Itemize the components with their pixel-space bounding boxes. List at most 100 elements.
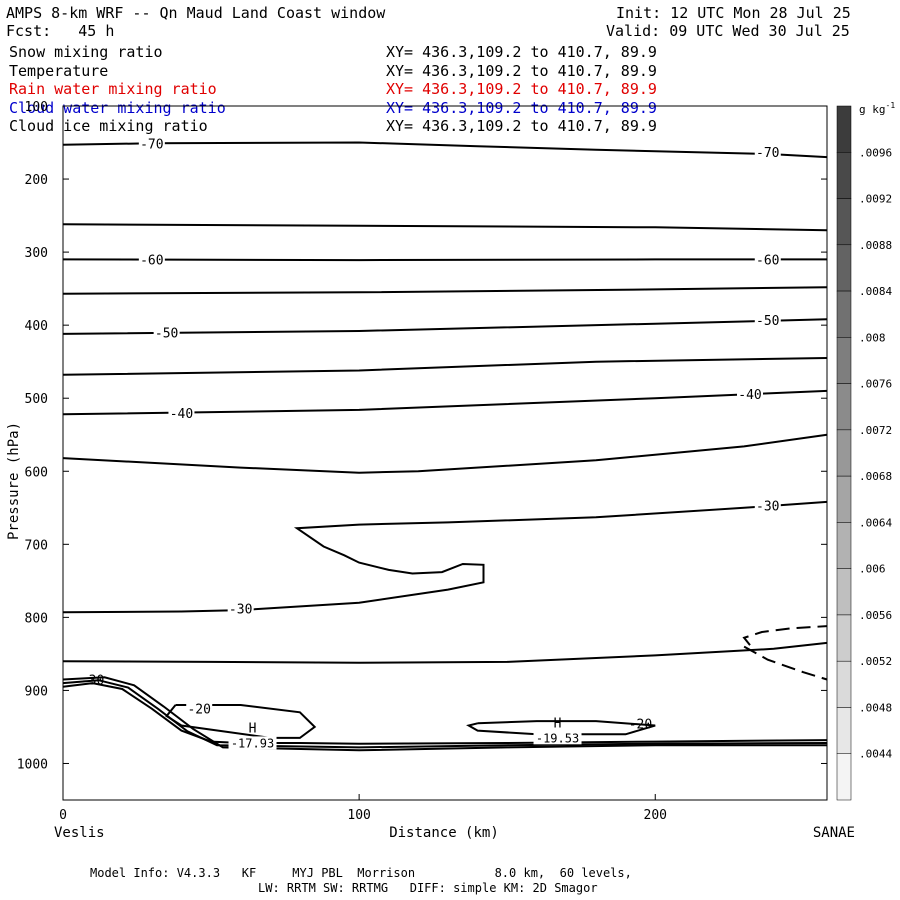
colorbar-swatch xyxy=(836,568,852,616)
contour-label: -40 xyxy=(738,388,761,403)
contour-label-bg xyxy=(138,252,165,267)
temperature-contour xyxy=(62,223,828,232)
y-tick-label: 600 xyxy=(25,465,48,480)
high-value: -19.53 xyxy=(536,731,579,745)
y-tick-label: 500 xyxy=(25,392,48,407)
contour-label: -40 xyxy=(170,407,193,422)
field-name: Cloud water mixing ratio xyxy=(9,98,226,117)
contour-label: -30 xyxy=(229,603,252,618)
colorbar-label: .0056 xyxy=(859,609,892,622)
y-tick-label: 400 xyxy=(25,319,48,334)
contour-label: -20 xyxy=(187,703,210,718)
colorbar-label: .006 xyxy=(859,563,886,576)
y-tick-label: 300 xyxy=(25,246,48,261)
colorbar-unit: g kg-1 xyxy=(859,101,895,116)
y-axis-label: Pressure (hPa) xyxy=(6,422,22,540)
y-tick-label: 900 xyxy=(25,684,48,699)
colorbar-swatch xyxy=(836,105,852,153)
y-tick-label: 800 xyxy=(25,611,48,626)
temperature-contour xyxy=(466,720,656,736)
temperature-contour xyxy=(62,141,828,159)
temperature-contour xyxy=(62,679,828,749)
temperature-contour xyxy=(62,676,827,752)
colorbar-label: .008 xyxy=(859,331,886,344)
colorbar-swatch xyxy=(836,337,852,384)
left-endpoint-label: Veslis xyxy=(54,825,105,841)
contour-label-bg xyxy=(227,601,254,616)
model-info: Model Info: V4.3.3 KF MYJ PBL Morrison 8… xyxy=(90,866,632,880)
colorbar-label: .0048 xyxy=(859,701,892,714)
colorbar-label: .0068 xyxy=(859,470,892,483)
contour-label-bg xyxy=(754,313,781,328)
field-xy: XY= 436.3,109.2 to 410.7, 89.9 xyxy=(386,43,657,61)
temperature-contour xyxy=(62,258,827,262)
colorbar-label: .0096 xyxy=(859,146,892,159)
colorbar-swatch xyxy=(836,753,852,801)
colorbar-label: .0088 xyxy=(859,239,892,252)
dashed-contour xyxy=(743,645,828,681)
dashed-contour xyxy=(742,625,828,646)
colorbar-label: .0076 xyxy=(859,378,892,391)
colorbar-swatch xyxy=(836,290,852,338)
contour-label-bg xyxy=(627,716,654,731)
y-tick-label: 100 xyxy=(25,100,48,115)
y-tick-label: 200 xyxy=(25,173,48,188)
physics-info: LW: RRTM SW: RRTMG DIFF: simple KM: 2D S… xyxy=(258,881,598,895)
colorbar-swatch xyxy=(836,152,852,199)
chart-title: AMPS 8-km WRF -- Qn Maud Land Coast wind… xyxy=(6,4,386,22)
contour-label-bg xyxy=(754,145,781,160)
field-name: Snow mixing ratio xyxy=(9,43,163,61)
colorbar-label: .0084 xyxy=(859,285,892,298)
contour-label: -50 xyxy=(756,314,779,329)
high-marker: H xyxy=(554,716,562,731)
colorbar-swatch xyxy=(836,614,852,662)
forecast-hour: Fcst: 45 h xyxy=(6,22,115,40)
contour-label-bg xyxy=(168,405,195,420)
contour-label: -70 xyxy=(140,137,163,152)
contour-label: -60 xyxy=(140,253,163,268)
field-xy: XY= 436.3,109.2 to 410.7, 89.9 xyxy=(386,61,657,80)
contour-label-bg xyxy=(153,325,180,340)
field-name: Cloud ice mixing ratio xyxy=(9,117,208,135)
contour-label: -70 xyxy=(756,146,779,161)
colorbar-label: .0072 xyxy=(859,424,892,437)
temperature-contour xyxy=(62,286,828,295)
colorbar-label: .0092 xyxy=(859,193,892,206)
init-time: Init: 12 UTC Mon 28 Jul 25 xyxy=(616,4,851,22)
y-tick-label: 700 xyxy=(25,538,48,553)
temperature-contour xyxy=(62,500,828,614)
colorbar-swatch xyxy=(836,522,852,569)
contour-label: -60 xyxy=(756,253,779,268)
field-xy: XY= 436.3,109.2 to 410.7, 89.9 xyxy=(386,98,657,117)
colorbar-swatch xyxy=(836,660,852,708)
temperature-contour xyxy=(62,682,828,745)
valid-time: Valid: 09 UTC Wed 30 Jul 25 xyxy=(606,22,850,40)
x-tick-label: 0 xyxy=(59,808,67,823)
y-tick-label: 1000 xyxy=(17,757,48,772)
colorbar-swatch xyxy=(836,429,852,477)
contour-label-bg xyxy=(737,386,764,401)
colorbar-label: .0064 xyxy=(859,516,892,529)
temperature-contour xyxy=(62,641,828,664)
high-value: -17.93 xyxy=(231,736,274,750)
colorbar-swatch xyxy=(836,475,852,523)
colorbar-label: .0044 xyxy=(859,748,892,761)
field-xy: XY= 436.3,109.2 to 410.7, 89.9 xyxy=(386,117,657,135)
x-tick-label: 100 xyxy=(347,808,370,823)
colorbar-swatch xyxy=(836,383,852,431)
contour-label-bg xyxy=(186,701,213,716)
colorbar-swatch xyxy=(836,198,852,246)
field-name: Temperature xyxy=(9,61,109,80)
field-name: Rain water mixing ratio xyxy=(9,80,217,98)
high-marker: H xyxy=(249,721,257,736)
high-value-bg xyxy=(228,736,277,750)
colorbar-swatch xyxy=(836,244,852,292)
x-axis-label: Distance (km) xyxy=(389,825,499,841)
temperature-contour xyxy=(62,318,828,335)
contour-label: -30 xyxy=(756,500,779,515)
contour-label: -50 xyxy=(155,326,178,341)
contour-label-bg xyxy=(138,136,165,151)
colorbar-label: .0052 xyxy=(859,655,892,668)
plot-frame xyxy=(62,105,828,801)
